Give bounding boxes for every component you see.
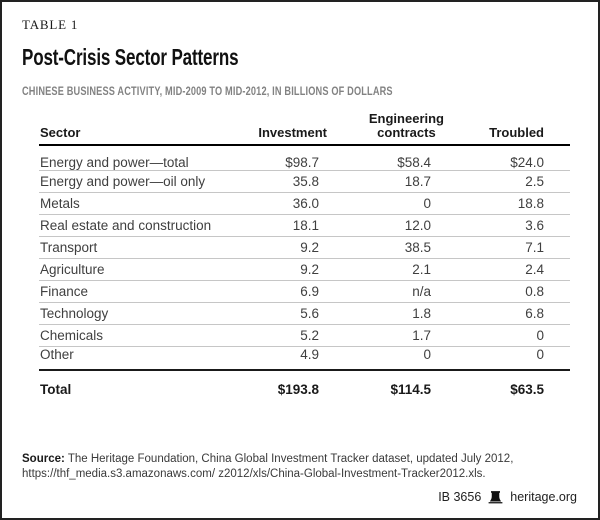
cell-sector: Transport — [39, 236, 204, 259]
cell-investment: 5.2 — [204, 324, 321, 347]
cell-investment: 4.9 — [300, 347, 319, 362]
cell-engineering: 12.0 — [321, 214, 433, 237]
header-row: Sector Investment Engineering contracts T… — [39, 112, 570, 146]
cell-engineering: 38.5 — [321, 236, 433, 259]
cell-engineering: 18.7 — [321, 170, 433, 193]
cell-troubled: 3.6 — [433, 214, 570, 237]
total-troubled: $63.5 — [433, 369, 570, 403]
cell-troubled: 6.8 — [433, 302, 570, 325]
source-text: The Heritage Foundation, China Global In… — [22, 452, 514, 481]
col-header-engineering-contracts: Engineering contracts — [321, 112, 444, 146]
total-investment: $193.8 — [204, 369, 321, 403]
page-title: Post-Crisis Sector Patterns — [22, 44, 239, 70]
total-engineering: $114.5 — [321, 369, 433, 403]
table-row: Other 4.9 0 0 — [39, 347, 570, 371]
col-header-investment: Investment — [204, 112, 327, 146]
cell-sector: Real estate and construction — [39, 214, 211, 237]
cell-investment: 5.6 — [204, 302, 321, 325]
cell-sector: Technology — [39, 302, 204, 325]
cell-troubled: 0.8 — [433, 280, 570, 303]
table-number-label: TABLE 1 — [22, 17, 79, 32]
doc-id: IB 3656 — [438, 490, 482, 504]
table-row: Agriculture 9.2 2.1 2.4 — [39, 258, 570, 281]
cell-sector: Energy and power—total — [39, 145, 204, 171]
table-row: Finance 6.9 n/a 0.8 — [39, 280, 570, 303]
cell-troubled: 2.4 — [433, 258, 570, 281]
source-label: Source: — [22, 452, 65, 465]
cell-troubled: 7.1 — [433, 236, 570, 259]
site-name: heritage.org — [510, 490, 577, 504]
cell-sector: Chemicals — [39, 324, 204, 347]
cell-engineering: 2.1 — [321, 258, 433, 281]
cell-engineering: n/a — [321, 280, 433, 303]
cell-engineering: 1.7 — [321, 324, 433, 347]
cell-sector: Finance — [39, 280, 204, 303]
cell-sector: Metals — [39, 192, 204, 215]
table-row: Energy and power—oil only 35.8 18.7 2.5 — [39, 170, 570, 193]
table-row: Real estate and construction 18.1 12.0 3… — [39, 214, 570, 237]
cell-investment: $98.7 — [204, 145, 321, 171]
total-label: Total — [39, 369, 204, 403]
cell-engineering: 0 — [423, 347, 431, 362]
liberty-bell-icon — [488, 490, 503, 504]
cell-troubled: 2.5 — [433, 170, 570, 193]
cell-investment: 18.1 — [204, 214, 321, 237]
cell-sector: Energy and power—oil only — [39, 170, 205, 193]
col-header-troubled: Troubled — [433, 112, 570, 146]
cell-troubled: 18.8 — [433, 192, 570, 215]
cell-investment: 35.8 — [204, 170, 321, 193]
footer-branding: IB 3656 heritage.org — [438, 490, 577, 504]
cell-troubled: 0 — [433, 324, 570, 347]
cell-sector: Agriculture — [39, 258, 204, 281]
source-note: Source: The Heritage Foundation, China G… — [22, 452, 582, 483]
cell-investment: 36.0 — [204, 192, 321, 215]
total-row: Total $193.8 $114.5 $63.5 — [39, 369, 570, 403]
cell-troubled: $24.0 — [433, 145, 570, 171]
cell-troubled: 0 — [536, 347, 544, 362]
table-row: Technology 5.6 1.8 6.8 — [39, 302, 570, 325]
col-header-sector: Sector — [39, 112, 204, 146]
table-row: Transport 9.2 38.5 7.1 — [39, 236, 570, 259]
cell-engineering: 1.8 — [321, 302, 433, 325]
cell-investment: 9.2 — [204, 258, 321, 281]
cell-investment: 6.9 — [204, 280, 321, 303]
cell-sector: Other — [40, 347, 74, 362]
cell-engineering: $58.4 — [321, 145, 433, 171]
sector-patterns-table: Sector Investment Engineering contracts T… — [39, 112, 570, 403]
table-row: Chemicals 5.2 1.7 0 — [39, 324, 570, 347]
table-row: Metals 36.0 0 18.8 — [39, 192, 570, 215]
cell-engineering: 0 — [321, 192, 433, 215]
cell-investment: 9.2 — [204, 236, 321, 259]
table-subtitle: CHINESE BUSINESS ACTIVITY, MID-2009 TO M… — [22, 86, 393, 98]
table-row: Energy and power—total $98.7 $58.4 $24.0 — [39, 145, 570, 171]
